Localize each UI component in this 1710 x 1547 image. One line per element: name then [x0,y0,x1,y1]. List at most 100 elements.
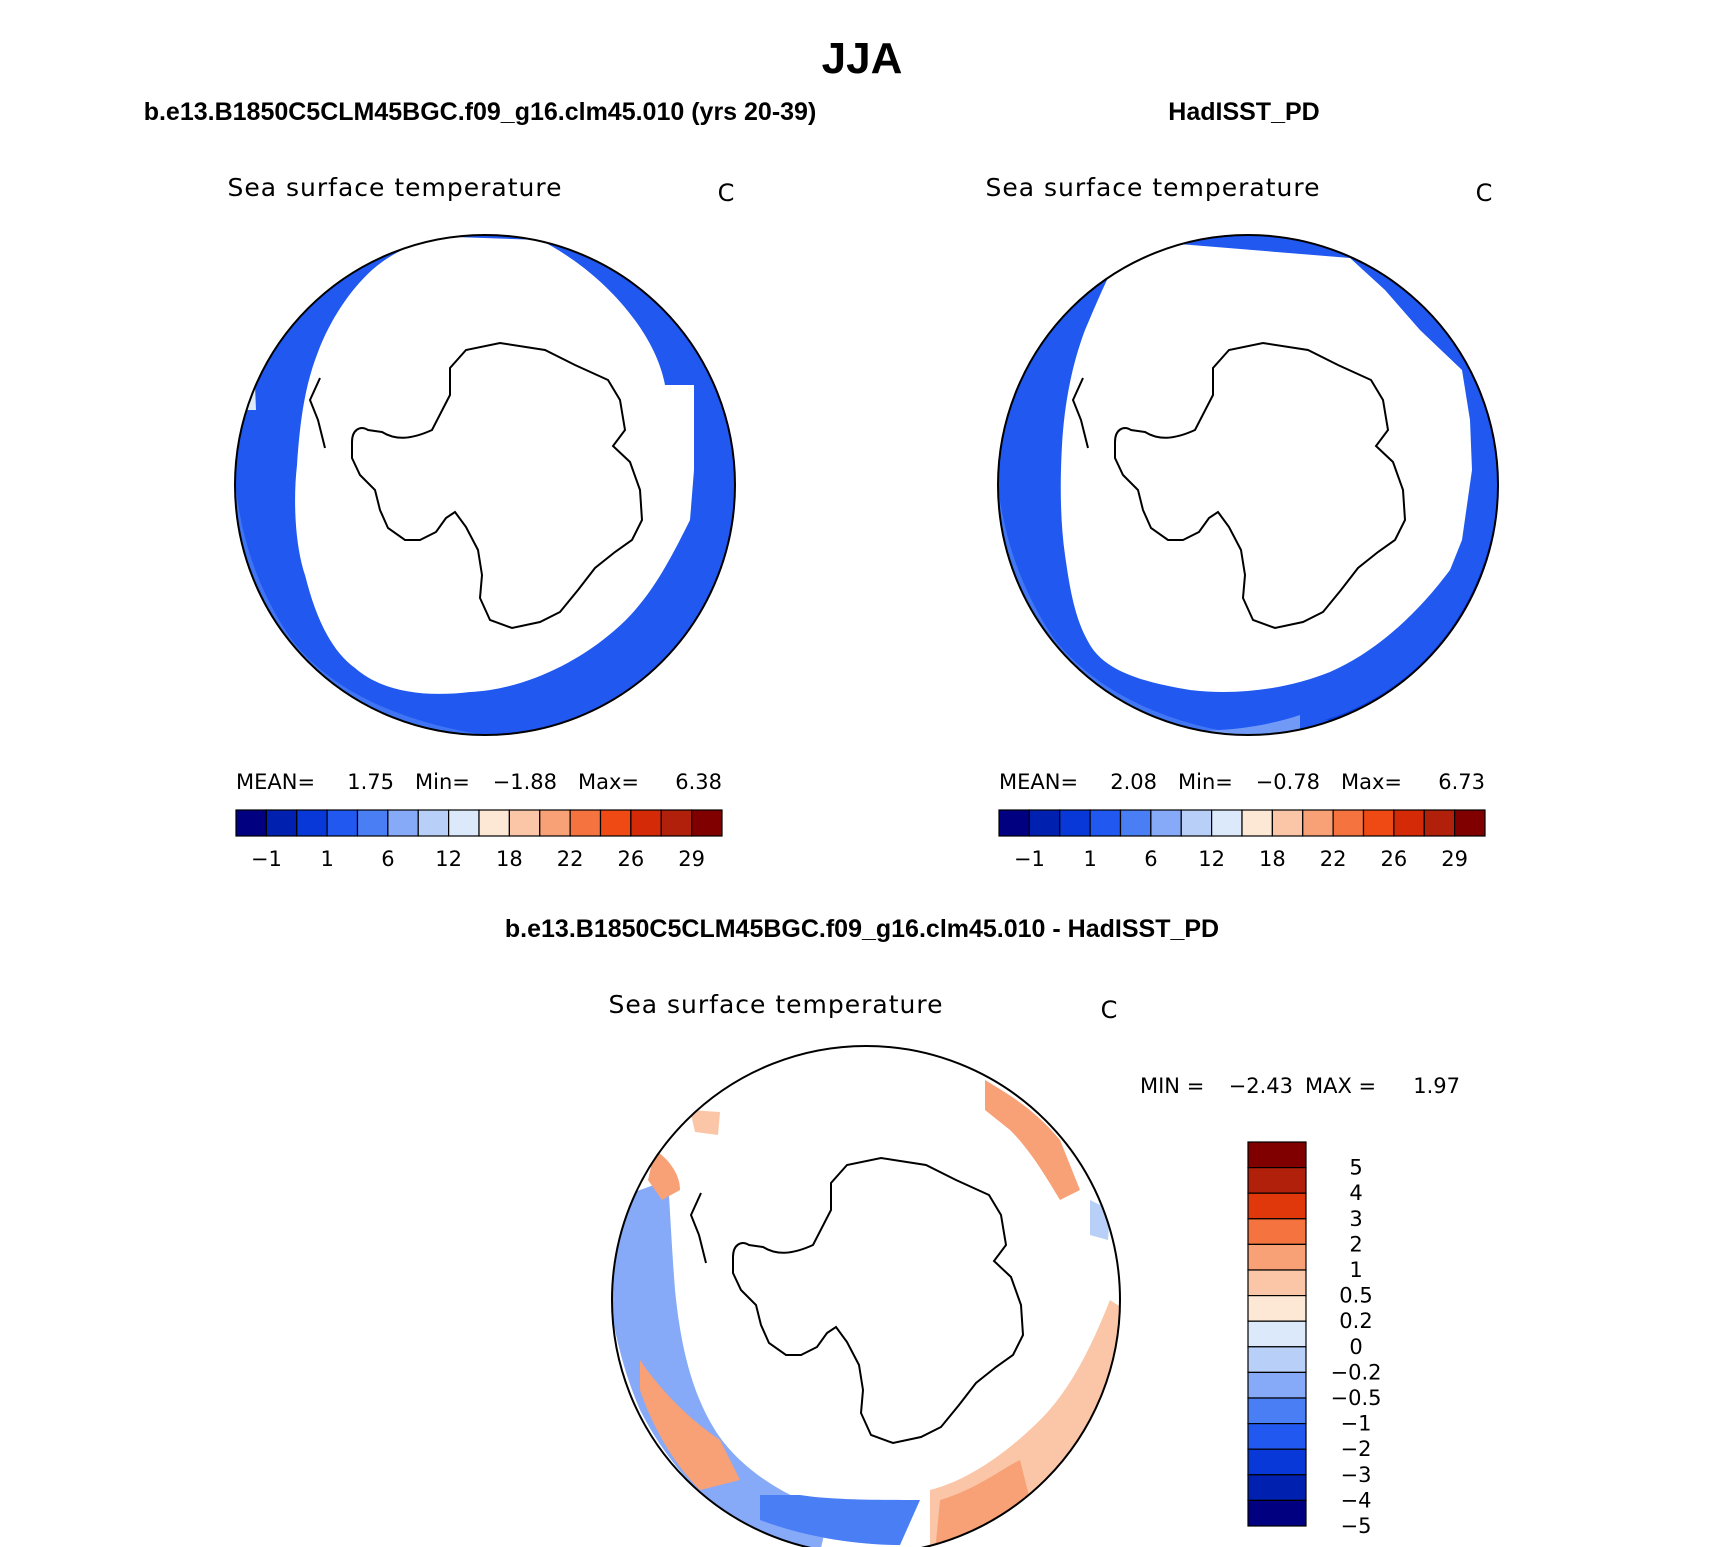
panel1-max-label: Max= [578,770,639,794]
colorbar-swatch [1028,809,1061,837]
panel2-antarctica-coast [1114,341,1407,630]
colorbar-tick-label: −0.2 [1331,1360,1382,1384]
panel2-colorbar: −1 1 6 12 18 22 26 29 [998,809,1486,871]
panel2-peninsula-coast [1071,377,1089,449]
colorbar-tick-label: 0.2 [1339,1309,1372,1333]
pos-anomaly-northwest-2 [690,1110,720,1135]
colorbar-tick-label: −1 [1014,847,1045,871]
colorbar-swatch [296,809,328,837]
panel1-min-label: Min= [415,770,470,794]
pos-anomaly-southeast-2 [935,1460,1030,1547]
panel3-header: b.e13.B1850C5CLM45BGC.f09_g16.clm45.010 … [505,915,1219,943]
colorbar-swatch [1119,809,1152,837]
colorbar-swatch [660,809,693,837]
colorbar-swatch [1454,809,1486,837]
pos-anomaly-southwest [640,1360,740,1490]
panel2-variable: Sea surface temperature [986,173,1321,202]
colorbar-tick-label: 2 [1349,1232,1362,1256]
colorbar-swatch [691,809,723,837]
colorbar-swatch [1423,809,1456,837]
panel2-max-value: 6.73 [1438,770,1485,794]
colorbar-tick-label: 29 [1441,847,1468,871]
colorbar-tick-label: 22 [1320,847,1347,871]
colorbar-tick-label: 0.5 [1339,1284,1372,1308]
colorbar-tick-label: 1 [320,847,333,871]
colorbar-swatch [1247,1141,1307,1169]
colorbar-tick-label: 29 [678,847,705,871]
panel-observations: Sea surface temperature C MEAN= 2.08 Min… [986,173,1499,871]
colorbar-swatch [356,809,389,837]
colorbar-tick-label: −1 [251,847,282,871]
colorbar-swatch [1247,1269,1307,1297]
panel1-max-value: 6.38 [675,770,722,794]
panel2-mean-label: MEAN= [999,770,1078,794]
colorbar-tick-label: 18 [496,847,523,871]
ocean-background [612,1046,1120,1547]
colorbar-swatch [1302,809,1334,837]
colorbar-swatch [1247,1218,1307,1246]
colorbar-tick-label: 5 [1349,1156,1362,1180]
neg-anomaly-south [760,1495,920,1545]
panel1-antarctica-coast [351,341,644,630]
colorbar-swatch [1362,809,1395,837]
colorbar-swatch [478,809,510,837]
colorbar-swatch [1180,809,1213,837]
panel3-map-border [611,1045,1121,1547]
panel3-variable: Sea surface temperature [609,990,944,1019]
panel1-peninsula-coast [308,377,326,449]
panel2-max-label: Max= [1341,770,1402,794]
panel1-map-border [234,234,736,736]
colorbar-swatch [1247,1474,1307,1502]
colorbar-tick-label: 18 [1259,847,1286,871]
colorbar-swatch [1247,1294,1307,1322]
colorbar-swatch [1241,809,1273,837]
colorbar-tick-label: −4 [1341,1488,1372,1512]
colorbar-swatch [1247,1422,1307,1450]
panel1-mean-value: 1.75 [347,770,394,794]
colorbar-tick-label: −0.5 [1331,1386,1382,1410]
sea-ice-mask [1060,240,1472,692]
colorbar-swatch [326,809,359,837]
colorbar-swatch [448,809,480,837]
panel3-antarctica-coast [732,1156,1025,1445]
colorbar-swatch [387,809,419,837]
panel1-min-value: −1.88 [493,770,557,794]
panel3-max-value: 1.97 [1413,1074,1460,1098]
colorbar-swatch [417,809,450,837]
colorbar-swatch [508,809,541,837]
colorbar-swatch [1247,1499,1307,1527]
colorbar-swatch [1247,1243,1307,1271]
colorbar-tick-label: 6 [1144,847,1157,871]
colorbar-swatch [1247,1371,1307,1399]
colorbar-swatch [1247,1166,1307,1194]
colorbar-swatch [539,809,571,837]
colorbar-swatch [1059,809,1091,837]
panel2-mean-value: 2.08 [1110,770,1157,794]
colorbar-swatch [1247,1397,1307,1425]
panel-model: Sea surface temperature C MEAN= 1.75 Min… [228,173,736,871]
colorbar-tick-label: 12 [1198,847,1225,871]
panel2-units: C [1476,179,1493,207]
colorbar-tick-label: −3 [1341,1463,1372,1487]
colorbar-swatch [599,809,632,837]
colorbar-swatch [1247,1192,1307,1220]
colorbar-swatch [1247,1346,1307,1374]
panel3-units: C [1101,996,1118,1024]
colorbar-swatch [1150,809,1182,837]
colorbar-tick-label: 3 [1349,1207,1362,1231]
colorbar-swatch [1393,809,1425,837]
colorbar-tick-label: 26 [618,847,645,871]
colorbar-swatch [1247,1448,1307,1476]
colorbar-swatch [998,809,1030,837]
colorbar-tick-label: 12 [435,847,462,871]
colorbar-swatch [265,809,298,837]
colorbar-swatch [1089,809,1122,837]
colorbar-tick-label: 1 [1349,1258,1362,1282]
colorbar-swatch [630,809,662,837]
panel3-max-label: MAX = [1305,1074,1376,1098]
panel2-header: HadISST_PD [1168,98,1319,126]
panel1-colorbar: −1 1 6 12 18 22 26 29 [235,809,723,871]
colorbar-tick-label: 0 [1349,1335,1362,1359]
colorbar-tick-label: 6 [381,847,394,871]
